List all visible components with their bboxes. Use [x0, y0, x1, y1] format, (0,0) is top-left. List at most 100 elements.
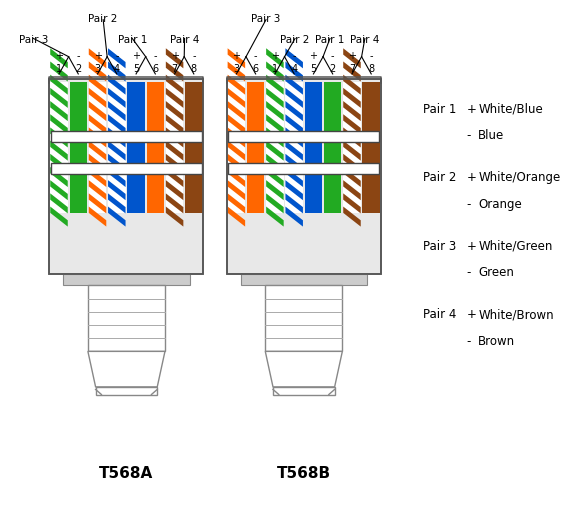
Bar: [89, 82, 106, 214]
Polygon shape: [266, 142, 284, 161]
Text: +: +: [132, 50, 140, 61]
Polygon shape: [50, 167, 68, 188]
Polygon shape: [50, 75, 68, 96]
Text: White/Green: White/Green: [479, 239, 553, 252]
Polygon shape: [108, 102, 126, 122]
Polygon shape: [89, 75, 106, 96]
Polygon shape: [228, 207, 245, 227]
Text: 8: 8: [368, 64, 374, 74]
Text: 3: 3: [94, 64, 101, 74]
Text: -: -: [370, 50, 373, 61]
Polygon shape: [285, 102, 303, 122]
Text: +: +: [467, 103, 477, 116]
Polygon shape: [285, 167, 303, 188]
Text: T568A: T568A: [99, 465, 153, 480]
Polygon shape: [108, 115, 126, 135]
Polygon shape: [228, 89, 245, 109]
Polygon shape: [343, 115, 361, 135]
Polygon shape: [285, 142, 303, 161]
Polygon shape: [89, 207, 106, 227]
Polygon shape: [265, 352, 342, 387]
Polygon shape: [166, 154, 183, 175]
Text: 2: 2: [75, 64, 81, 74]
Bar: [108, 82, 126, 214]
Text: Pair 4: Pair 4: [170, 35, 199, 44]
Text: 7: 7: [349, 64, 355, 74]
Bar: [51, 132, 202, 143]
Bar: [128, 82, 145, 214]
Text: +: +: [348, 50, 356, 61]
Bar: [266, 82, 284, 214]
Text: -: -: [331, 50, 335, 61]
Polygon shape: [285, 115, 303, 135]
Bar: [228, 82, 245, 214]
Text: 6: 6: [253, 64, 259, 74]
Polygon shape: [285, 194, 303, 214]
Polygon shape: [166, 194, 183, 214]
Polygon shape: [89, 154, 106, 175]
Bar: [285, 82, 303, 214]
Polygon shape: [228, 142, 245, 161]
Text: -: -: [192, 50, 195, 61]
Text: -: -: [467, 129, 471, 142]
Polygon shape: [89, 167, 106, 188]
Text: -: -: [292, 50, 296, 61]
Text: -: -: [467, 334, 471, 347]
Bar: [166, 82, 183, 214]
Polygon shape: [285, 62, 303, 82]
Text: +: +: [94, 50, 102, 61]
Bar: [50, 82, 68, 214]
Polygon shape: [343, 102, 361, 122]
Bar: [51, 163, 202, 175]
Text: Green: Green: [479, 266, 514, 278]
Polygon shape: [228, 102, 245, 122]
Polygon shape: [285, 181, 303, 201]
Polygon shape: [50, 207, 68, 227]
Polygon shape: [343, 142, 361, 161]
Polygon shape: [285, 49, 303, 69]
Text: +: +: [467, 171, 477, 184]
Polygon shape: [50, 102, 68, 122]
Text: 1: 1: [56, 64, 62, 74]
Polygon shape: [166, 181, 183, 201]
Bar: [50, 82, 68, 214]
Text: 4: 4: [113, 64, 120, 74]
Text: 2: 2: [329, 64, 336, 74]
Polygon shape: [285, 75, 303, 96]
Bar: [324, 82, 342, 214]
Bar: [227, 80, 381, 275]
Polygon shape: [166, 142, 183, 161]
Polygon shape: [166, 75, 183, 96]
Bar: [305, 82, 322, 214]
Bar: [147, 82, 164, 214]
Text: White/Blue: White/Blue: [479, 103, 543, 116]
Bar: [240, 275, 367, 286]
Text: Pair 1: Pair 1: [118, 35, 147, 44]
Polygon shape: [266, 102, 284, 122]
Polygon shape: [343, 194, 361, 214]
Polygon shape: [50, 154, 68, 175]
Polygon shape: [266, 89, 284, 109]
Text: 3: 3: [233, 64, 239, 74]
Text: 5: 5: [133, 64, 139, 74]
Polygon shape: [89, 102, 106, 122]
Polygon shape: [108, 89, 126, 109]
Polygon shape: [108, 207, 126, 227]
Bar: [166, 82, 183, 214]
Text: +: +: [171, 50, 178, 61]
Polygon shape: [50, 142, 68, 161]
Polygon shape: [343, 49, 361, 69]
Polygon shape: [343, 167, 361, 188]
Polygon shape: [89, 194, 106, 214]
Polygon shape: [166, 49, 183, 69]
Text: 5: 5: [310, 64, 316, 74]
Polygon shape: [89, 128, 106, 148]
Bar: [266, 82, 284, 214]
Polygon shape: [88, 352, 165, 387]
Bar: [343, 82, 361, 214]
Polygon shape: [228, 181, 245, 201]
Text: Pair 2: Pair 2: [88, 14, 118, 24]
Polygon shape: [50, 194, 68, 214]
Bar: [343, 82, 361, 214]
Polygon shape: [343, 89, 361, 109]
